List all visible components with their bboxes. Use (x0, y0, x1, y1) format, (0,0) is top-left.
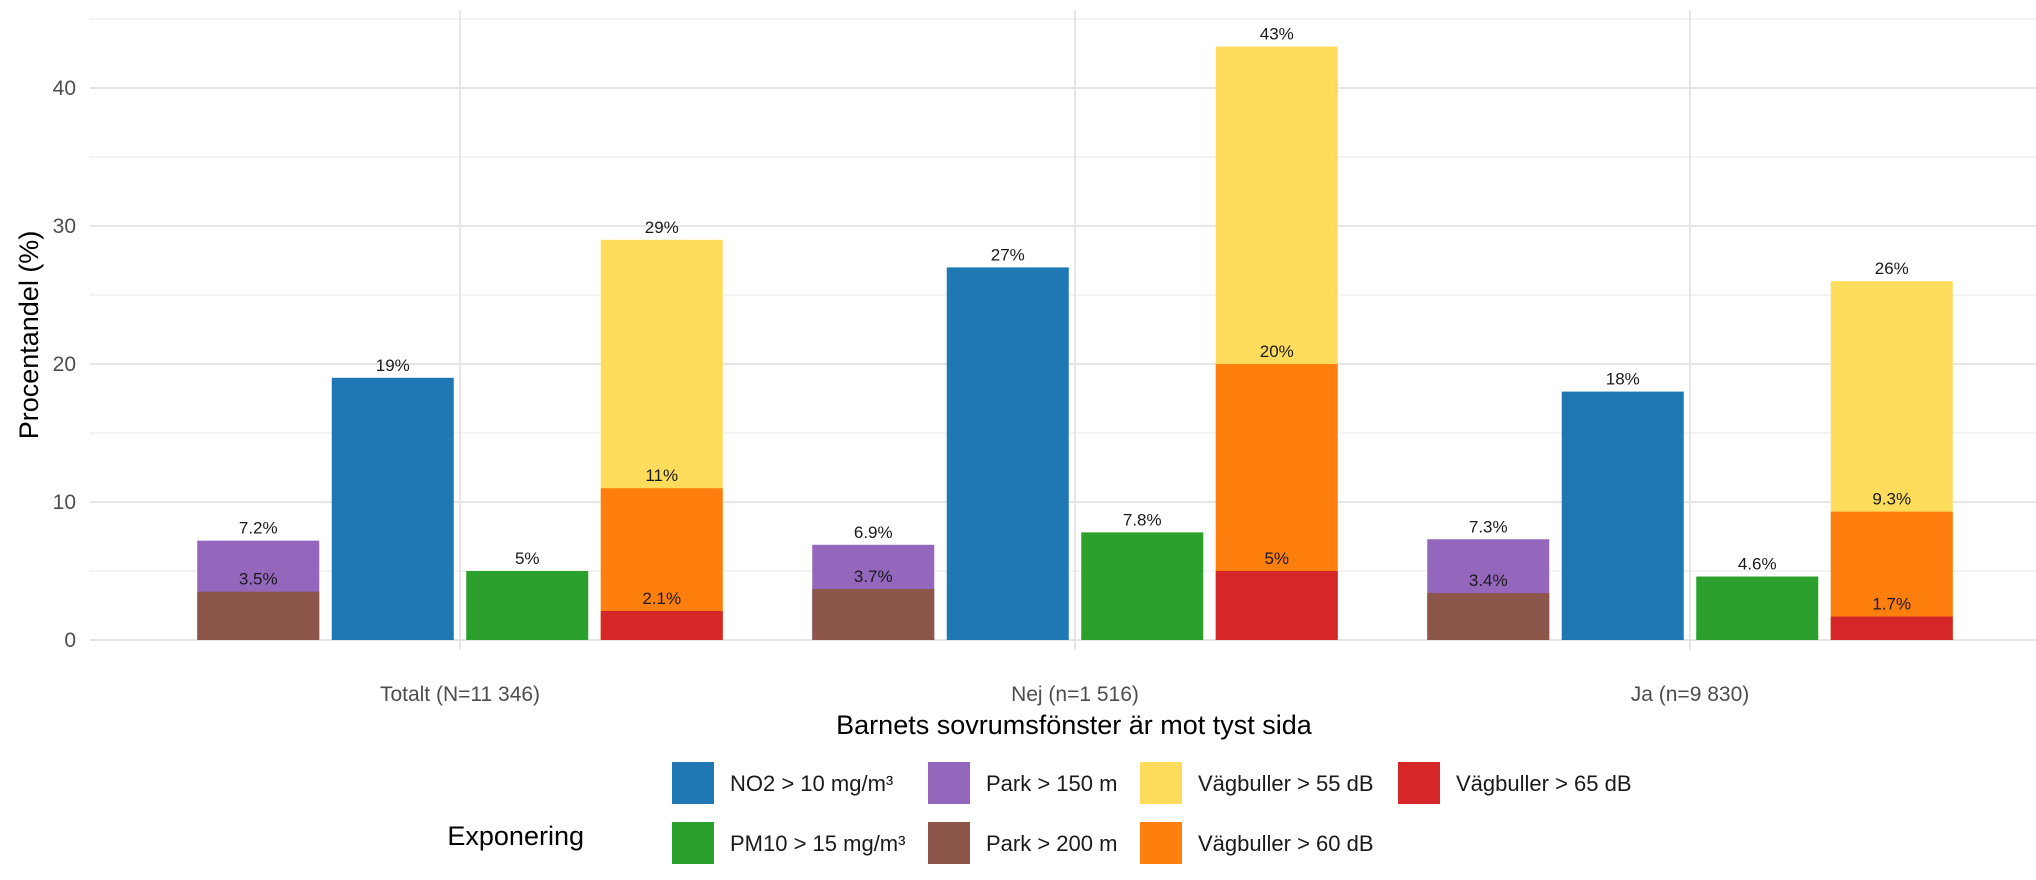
y-tick-label: 40 (53, 77, 76, 100)
data-label: 5% (515, 549, 540, 568)
y-tick-label: 20 (53, 353, 76, 376)
legend-swatch (672, 762, 714, 804)
data-label: 27% (991, 245, 1025, 264)
bar (1081, 532, 1204, 640)
legend-swatch (672, 822, 714, 864)
x-axis-title: Barnets sovrumsfönster är mot tyst sida (836, 710, 1313, 740)
data-label: 1.7% (1872, 595, 1911, 614)
bar (1427, 593, 1550, 640)
data-label: 3.5% (239, 570, 278, 589)
bar (1561, 391, 1684, 640)
y-tick-label: 10 (53, 491, 76, 514)
x-tick-label: Totalt (N=11 346) (380, 683, 540, 706)
bar (331, 377, 454, 640)
bar (1696, 576, 1819, 640)
data-label: 19% (376, 356, 410, 375)
legend: Exponering NO2 > 10 mg/m³ Park > 150 m Väg… (447, 762, 1632, 864)
data-label: 2.1% (642, 589, 681, 608)
bar (197, 591, 320, 640)
legend-label: Park > 150 m (986, 771, 1117, 796)
data-label: 43% (1260, 25, 1294, 44)
data-label: 29% (645, 218, 679, 237)
legend-title: Exponering (447, 821, 584, 851)
legend-label: NO2 > 10 mg/m³ (730, 771, 893, 796)
data-label: 3.7% (854, 567, 893, 586)
data-label: 3.4% (1469, 571, 1508, 590)
legend-swatch (1398, 762, 1440, 804)
legend-label: PM10 > 15 mg/m³ (730, 831, 905, 856)
legend-label: Vägbuller > 55 dB (1198, 771, 1374, 796)
data-label: 7.3% (1469, 517, 1508, 536)
x-tick-label: Nej (n=1 516) (1011, 683, 1139, 706)
legend-swatch (1140, 822, 1182, 864)
bar (812, 588, 935, 640)
y-axis-title: Procentandel (%) (14, 231, 44, 440)
legend-swatch (1140, 762, 1182, 804)
data-label: 6.9% (854, 523, 893, 542)
data-label: 18% (1606, 370, 1640, 389)
data-label: 4.6% (1738, 555, 1777, 574)
x-tick-label: Ja (n=9 830) (1631, 683, 1750, 706)
bar-layer (197, 46, 1953, 641)
data-label: 7.2% (239, 519, 278, 538)
y-tick-label: 30 (53, 215, 76, 238)
bar (1215, 571, 1338, 640)
data-label: 20% (1260, 342, 1294, 361)
legend-label: Vägbuller > 60 dB (1198, 831, 1374, 856)
label-layer: 7.2% 3.5% 19% 5% 29% 11% 2.1% 6.9% 3.7% 27% 7.8% 43… (239, 25, 1911, 614)
data-label: 9.3% (1872, 490, 1911, 509)
data-label: 7.8% (1123, 510, 1162, 529)
bar (1830, 616, 1953, 640)
legend-label: Park > 200 m (986, 831, 1117, 856)
bar (946, 267, 1069, 640)
y-tick-label: 0 (64, 629, 76, 652)
data-label: 26% (1875, 259, 1909, 278)
legend-swatch (928, 822, 970, 864)
bar (466, 571, 589, 640)
data-label: 5% (1264, 549, 1289, 568)
legend-label: Vägbuller > 65 dB (1456, 771, 1632, 796)
data-label: 11% (645, 466, 678, 485)
legend-swatch (928, 762, 970, 804)
bar (600, 611, 723, 640)
axis-layer: 0 10 20 30 40 Totalt (N=11 346) Nej (n=1 516) J… (53, 77, 1750, 706)
